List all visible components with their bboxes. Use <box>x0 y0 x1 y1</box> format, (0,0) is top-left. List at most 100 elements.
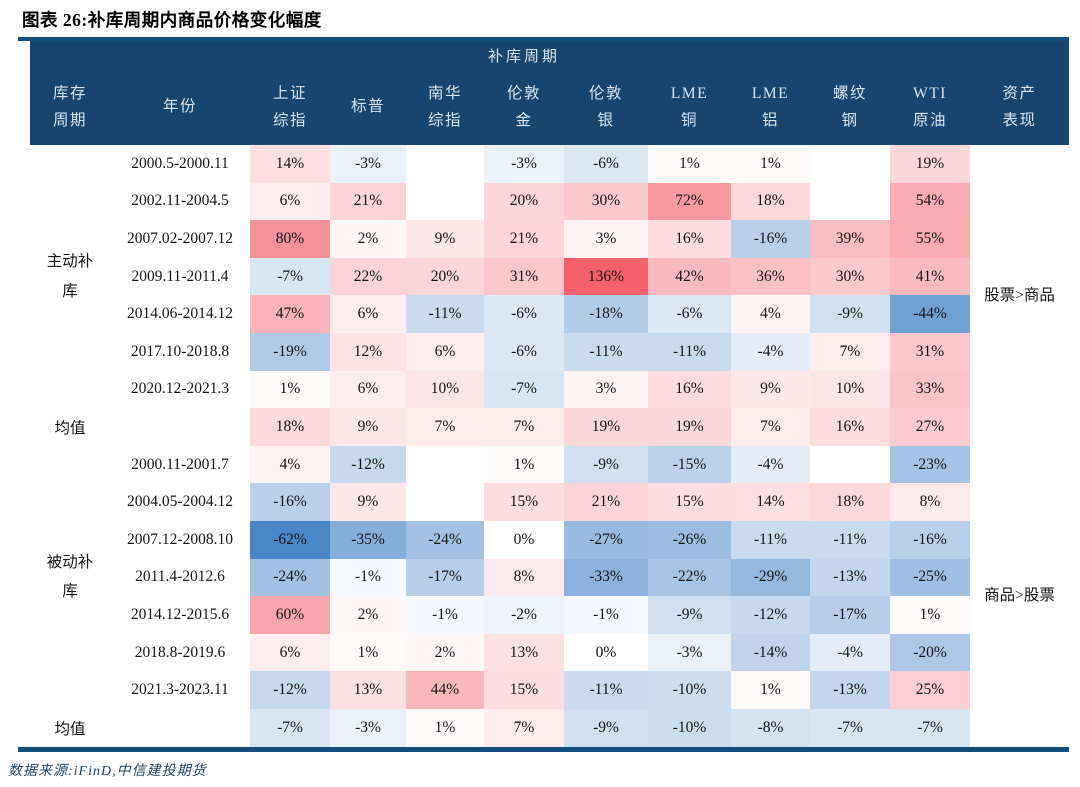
value-cell: 6% <box>250 633 330 672</box>
value-cell: -25% <box>890 558 970 597</box>
value-cell: 15% <box>484 671 564 709</box>
value-cell: 6% <box>250 182 330 221</box>
value-cell: 16% <box>648 220 731 258</box>
span-header-spacer <box>30 41 110 69</box>
column-header: LME 铜 <box>648 69 731 145</box>
mean-value-cell: -8% <box>731 708 810 747</box>
year-cell: 2014.12-2015.6 <box>110 596 250 634</box>
year-cell: 2000.11-2001.7 <box>110 445 250 484</box>
mean-label-cell: 均值 <box>30 408 110 446</box>
value-cell: 19% <box>890 145 970 183</box>
year-cell: 2014.06-2014.12 <box>110 295 250 333</box>
table-row: 2014.06-2014.12 47% 6% -11% -6% -18% -6% 4% -9% -… <box>30 295 1069 333</box>
value-cell: 8% <box>890 483 970 521</box>
value-cell: 1% <box>330 633 406 672</box>
value-cell: -11% <box>564 332 648 371</box>
value-cell: 21% <box>484 220 564 258</box>
mean-value-cell: 27% <box>890 408 970 446</box>
table-row: 2009.11-2011.4 -7% 22% 20% 31% 136% 42% 36% 30% 4… <box>30 257 1069 296</box>
value-cell: 0% <box>564 633 648 672</box>
value-cell <box>406 145 484 183</box>
mean-value-cell: 7% <box>484 408 564 446</box>
value-cell: 2% <box>406 633 484 672</box>
figure-title: 图表 26:补库周期内商品价格变化幅度 <box>22 10 322 30</box>
span-header-spacer <box>970 41 1069 69</box>
value-cell: 30% <box>810 257 890 296</box>
value-cell: 1% <box>731 671 810 709</box>
value-cell: 9% <box>731 370 810 409</box>
value-cell: -24% <box>406 520 484 559</box>
value-cell: -35% <box>330 520 406 559</box>
value-cell: -12% <box>731 596 810 634</box>
span-header-spacer <box>330 41 406 69</box>
mean-value-cell: 1% <box>406 708 484 747</box>
span-header-row: 补库周期 <box>30 41 1069 69</box>
mean-value-cell: 7% <box>406 408 484 446</box>
value-cell: 36% <box>731 257 810 296</box>
mean-value-cell: -7% <box>810 708 890 747</box>
value-cell: 72% <box>648 182 731 221</box>
value-cell: 22% <box>330 257 406 296</box>
value-cell: 10% <box>810 370 890 409</box>
value-cell: -11% <box>731 520 810 559</box>
value-cell: -3% <box>330 145 406 183</box>
span-header-spacer <box>250 41 330 69</box>
value-cell: -11% <box>648 332 731 371</box>
value-cell: 13% <box>484 633 564 672</box>
value-cell: 47% <box>250 295 330 333</box>
value-cell: -13% <box>810 671 890 709</box>
value-cell: 12% <box>330 332 406 371</box>
table-row: 2018.8-2019.6 6% 1% 2% 13% 0% -3% -14% -4% -20% <box>30 633 1069 672</box>
value-cell: 2% <box>330 220 406 258</box>
year-cell <box>110 708 250 747</box>
column-header: 库存 周期 <box>30 69 110 145</box>
value-cell: -1% <box>406 596 484 634</box>
value-cell <box>406 483 484 521</box>
mean-value-cell: 7% <box>484 708 564 747</box>
value-cell: -15% <box>648 445 731 484</box>
value-cell: 25% <box>890 671 970 709</box>
year-cell: 2004.05-2004.12 <box>110 483 250 521</box>
year-cell: 2009.11-2011.4 <box>110 257 250 296</box>
span-header: 补库周期 <box>484 41 564 69</box>
value-cell: 0% <box>484 520 564 559</box>
value-cell: 54% <box>890 182 970 221</box>
table-row: 2017.10-2018.8 -19% 12% 6% -6% -11% -11% -4% 7% 3… <box>30 332 1069 371</box>
value-cell: -11% <box>564 671 648 709</box>
value-cell: 33% <box>890 370 970 409</box>
value-cell: 21% <box>564 483 648 521</box>
value-cell: 1% <box>250 370 330 409</box>
column-header-row: 库存 周期 年份 上证 综指 标普 南华 综指 伦敦金伦敦银 LME 铜 LME 铝螺纹钢 WTI 原油 资产… <box>30 69 1069 145</box>
value-cell: 18% <box>731 182 810 221</box>
column-header: WTI 原油 <box>890 69 970 145</box>
value-cell: 136% <box>564 257 648 296</box>
span-header-spacer <box>406 41 484 69</box>
value-cell: -16% <box>250 483 330 521</box>
value-cell: -7% <box>250 257 330 296</box>
value-cell: 1% <box>484 445 564 484</box>
value-cell: -23% <box>890 445 970 484</box>
value-cell: -9% <box>648 596 731 634</box>
value-cell: -20% <box>890 633 970 672</box>
year-cell: 2002.11-2004.5 <box>110 182 250 221</box>
mean-value-cell: -7% <box>890 708 970 747</box>
value-cell: -13% <box>810 558 890 597</box>
column-header: 资产 表现 <box>970 69 1069 145</box>
value-cell: 9% <box>330 483 406 521</box>
year-cell: 2011.4-2012.6 <box>110 558 250 597</box>
table-top-border <box>18 37 1069 41</box>
cycle-label-cell: 主动补库 <box>30 145 110 409</box>
cycle-label-cell: 被动补库 <box>30 445 110 709</box>
span-header-spacer <box>731 41 810 69</box>
mean-value-cell: -9% <box>564 708 648 747</box>
value-cell <box>406 182 484 221</box>
value-cell: -17% <box>810 596 890 634</box>
value-cell: -4% <box>731 332 810 371</box>
value-cell: -62% <box>250 520 330 559</box>
value-cell <box>810 445 890 484</box>
year-cell: 2007.02-2007.12 <box>110 220 250 258</box>
table-row: 被动补库 2000.11-2001.7 4% -12% 1% -9% -15% -4% -23%… <box>30 445 1069 747</box>
table-row: 2007.02-2007.12 80% 2% 9% 21% 3% 16% -16% 39% 55% <box>30 220 1069 258</box>
value-cell: 16% <box>648 370 731 409</box>
value-cell: 14% <box>250 145 330 183</box>
